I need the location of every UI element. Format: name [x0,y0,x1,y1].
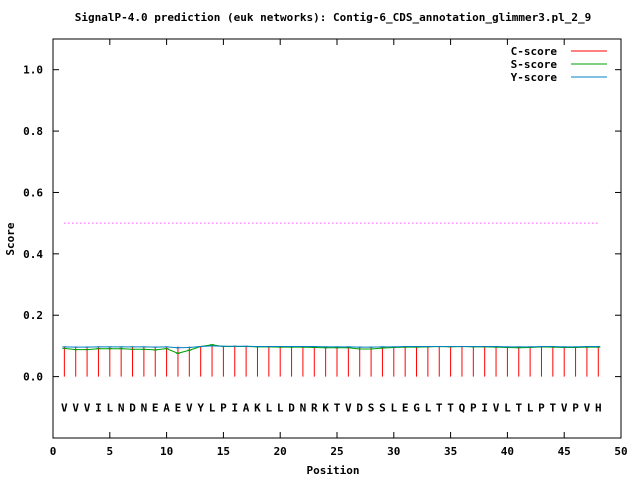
legend-label: Y-score [511,71,558,84]
sequence-letter: V [84,401,91,414]
legend-label: C-score [511,45,558,58]
y-tick-label: 1.0 [23,64,43,77]
y-tick-label: 0.8 [23,125,43,138]
sequence-letter: N [118,401,125,414]
sequence-letter: N [300,401,307,414]
sequence-letter: Q [459,401,466,414]
sequence-letter: V [584,401,591,414]
x-tick-label: 10 [160,445,173,458]
sequence-letter: D [129,401,136,414]
x-tick-label: 15 [217,445,230,458]
chart-title: SignalP-4.0 prediction (euk networks): C… [75,11,592,24]
sequence-letter: V [561,401,568,414]
sequence-letter: N [141,401,148,414]
sequence-letter: I [231,401,238,414]
sequence-letter: E [175,401,182,414]
sequence-letter: G [413,401,420,414]
c-score-series [63,346,599,377]
sequence-letter: S [379,401,386,414]
x-tick-label: 45 [558,445,571,458]
sequence-letter: K [322,401,329,414]
y-tick-label: 0.4 [23,248,43,261]
sequence-letter: P [572,401,579,414]
sequence-letter: T [447,401,454,414]
y-axis-label: Score [4,222,17,255]
sequence-letter: D [288,401,295,414]
sequence-letter: T [550,401,557,414]
sequence-letter: K [254,401,261,414]
sequence-letter: T [334,401,341,414]
line-series-group [62,344,601,354]
plot-frame [52,38,622,439]
sequence-letter: V [493,401,500,414]
y-tick-label: 0.6 [23,186,43,199]
sequence-letter: L [209,401,216,414]
sequence-letter: I [95,401,102,414]
x-tick-label: 5 [106,445,113,458]
sequence-letter: L [425,401,432,414]
sequence-letter: H [595,401,602,414]
sequence-letter: L [390,401,397,414]
x-tick-label: 50 [614,445,627,458]
x-tick-label: 0 [50,445,57,458]
sequence-letter: E [402,401,409,414]
y-axis: 0.0 0.2 0.4 0.6 0.8 1.0 [23,64,621,384]
sequence-letter: T [436,401,443,414]
sequence-letter: L [527,401,534,414]
sequence-letter: E [152,401,159,414]
sequence-letter: P [470,401,477,414]
sequence-letter: L [504,401,511,414]
x-axis-label: Position [307,464,360,477]
y-tick-label: 0.0 [23,371,43,384]
x-axis: 0 5 10 15 20 25 30 35 40 45 50 [50,39,628,458]
sequence-letter: L [277,401,284,414]
x-tick-label: 20 [274,445,287,458]
sequence-letter: P [538,401,545,414]
sequence-letter: S [368,401,375,414]
sequence-letter: V [61,401,68,414]
sequence-letter: V [186,401,193,414]
sequence-letter: R [311,401,318,414]
x-tick-label: 30 [387,445,400,458]
sequence-letter: D [356,401,363,414]
x-tick-label: 25 [330,445,343,458]
sequence-letter: Y [197,401,204,414]
x-tick-label: 35 [444,445,457,458]
x-tick-label: 40 [501,445,514,458]
sequence-letter: A [163,401,170,414]
sequence-letter: L [106,401,113,414]
sequence-letter: I [481,401,488,414]
y-tick-label: 0.2 [23,309,43,322]
sequence-letter: A [243,401,250,414]
legend-label: S-score [511,58,558,71]
sequence-letter: P [220,401,227,414]
sequence-letter: V [345,401,352,414]
sequence-letter: T [515,401,522,414]
sequence-letter: V [72,401,79,414]
sequence-letter: L [266,401,273,414]
